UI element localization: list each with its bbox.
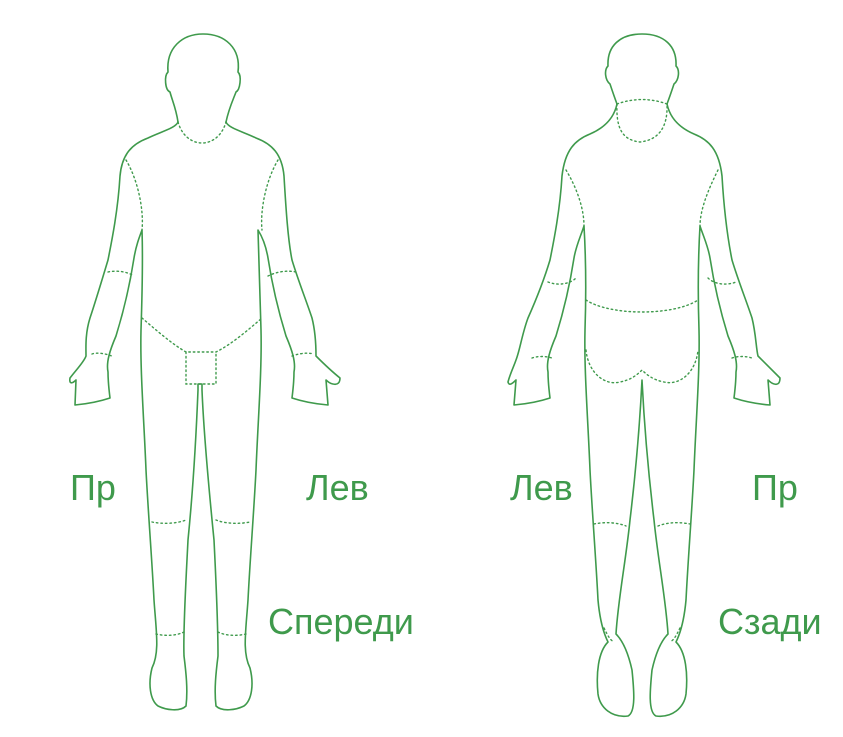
back-head-base-line bbox=[616, 98, 668, 105]
front-right-side-label: Пр bbox=[70, 467, 116, 508]
back-right-elbow-line bbox=[547, 277, 577, 285]
back-left-knee-line bbox=[657, 521, 691, 527]
front-left-side-label: Лев bbox=[306, 467, 369, 508]
back-body-outline bbox=[507, 103, 781, 718]
back-view-label: Сзади bbox=[718, 601, 822, 642]
back-left-elbow-line bbox=[707, 277, 737, 285]
back-right-ankle-line bbox=[603, 627, 615, 643]
front-head bbox=[164, 33, 241, 123]
front-right-ankle-line bbox=[155, 631, 185, 637]
back-right-wrist-line bbox=[531, 355, 553, 359]
back-right-knee-line bbox=[593, 521, 627, 527]
front-groin-box bbox=[185, 351, 217, 385]
back-buttocks-line bbox=[585, 349, 699, 384]
front-figure bbox=[69, 33, 341, 711]
front-left-knee-line bbox=[215, 519, 251, 525]
front-waist-line bbox=[141, 317, 263, 353]
back-right-shoulder-line bbox=[565, 169, 585, 227]
front-neck-line bbox=[177, 121, 227, 144]
front-right-knee-line bbox=[151, 519, 187, 525]
front-left-wrist-line bbox=[291, 352, 315, 357]
front-left-ankle-line bbox=[217, 631, 247, 637]
front-right-wrist-line bbox=[91, 352, 113, 357]
back-left-ankle-line bbox=[669, 627, 681, 643]
back-left-shoulder-line bbox=[699, 169, 719, 227]
front-view-label: Спереди bbox=[268, 601, 414, 642]
back-lower-back-line bbox=[585, 299, 699, 313]
back-head bbox=[604, 33, 680, 105]
front-left-shoulder-line bbox=[260, 159, 279, 231]
back-left-wrist-line bbox=[731, 355, 753, 359]
front-right-elbow-line bbox=[107, 270, 135, 277]
front-left-elbow-line bbox=[267, 270, 297, 277]
back-figure bbox=[507, 33, 781, 718]
front-right-shoulder-line bbox=[125, 159, 144, 231]
back-right-side-label: Пр bbox=[752, 467, 798, 508]
back-neck-line bbox=[616, 103, 668, 143]
back-left-side-label: Лев bbox=[510, 467, 573, 508]
